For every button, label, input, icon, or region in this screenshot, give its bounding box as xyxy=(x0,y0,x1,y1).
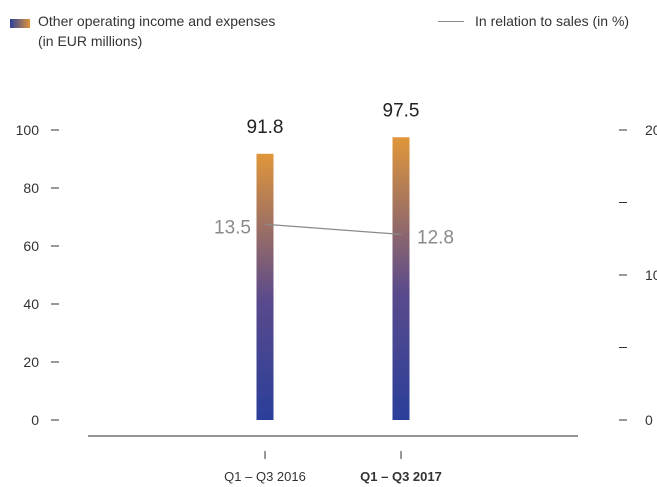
line-path xyxy=(264,223,402,235)
left-tick-label: 60 xyxy=(23,238,39,254)
x-tick-label: Q1 – Q3 2016 xyxy=(224,469,306,484)
left-tick-label: 100 xyxy=(16,122,40,138)
left-tick-label: 0 xyxy=(31,412,39,428)
legend-line-label: In relation to sales (in %) xyxy=(475,13,630,29)
right-tick-label: 20 xyxy=(645,122,657,138)
legend-bar-swatch xyxy=(10,19,30,28)
legend-line-swatch xyxy=(438,21,464,22)
bar xyxy=(392,137,410,420)
right-tick-label: 0 xyxy=(645,412,653,428)
legend-bars-label-line2: (in EUR millions) xyxy=(38,33,143,49)
right-y-axis: 0 10 20 xyxy=(619,122,657,428)
x-tick-label: Q1 – Q3 2017 xyxy=(360,469,442,484)
bar-value-label: 91.8 xyxy=(247,117,284,138)
left-tick-label: 20 xyxy=(23,354,39,370)
bar xyxy=(256,153,274,420)
x-axis: Q1 – Q3 2016 Q1 – Q3 2017 xyxy=(88,435,578,484)
line-value-label: 13.5 xyxy=(214,217,251,238)
legend-bars-label-line1: Other operating income and expenses xyxy=(38,13,276,29)
left-tick-label: 40 xyxy=(23,296,39,312)
right-tick-label: 10 xyxy=(645,267,657,283)
line-value-label: 12.8 xyxy=(417,227,454,248)
chart-legend: Other operating income and expenses (in … xyxy=(0,9,657,53)
left-tick-label: 80 xyxy=(23,180,39,196)
line-series: 13.5 12.8 xyxy=(214,217,454,248)
left-y-axis: 0 20 40 60 80 100 xyxy=(16,122,59,428)
bar-series: 91.8 97.5 xyxy=(247,100,420,420)
bar-value-label: 97.5 xyxy=(383,100,420,121)
legend-bars-label: Other operating income and expenses (in … xyxy=(38,11,275,51)
